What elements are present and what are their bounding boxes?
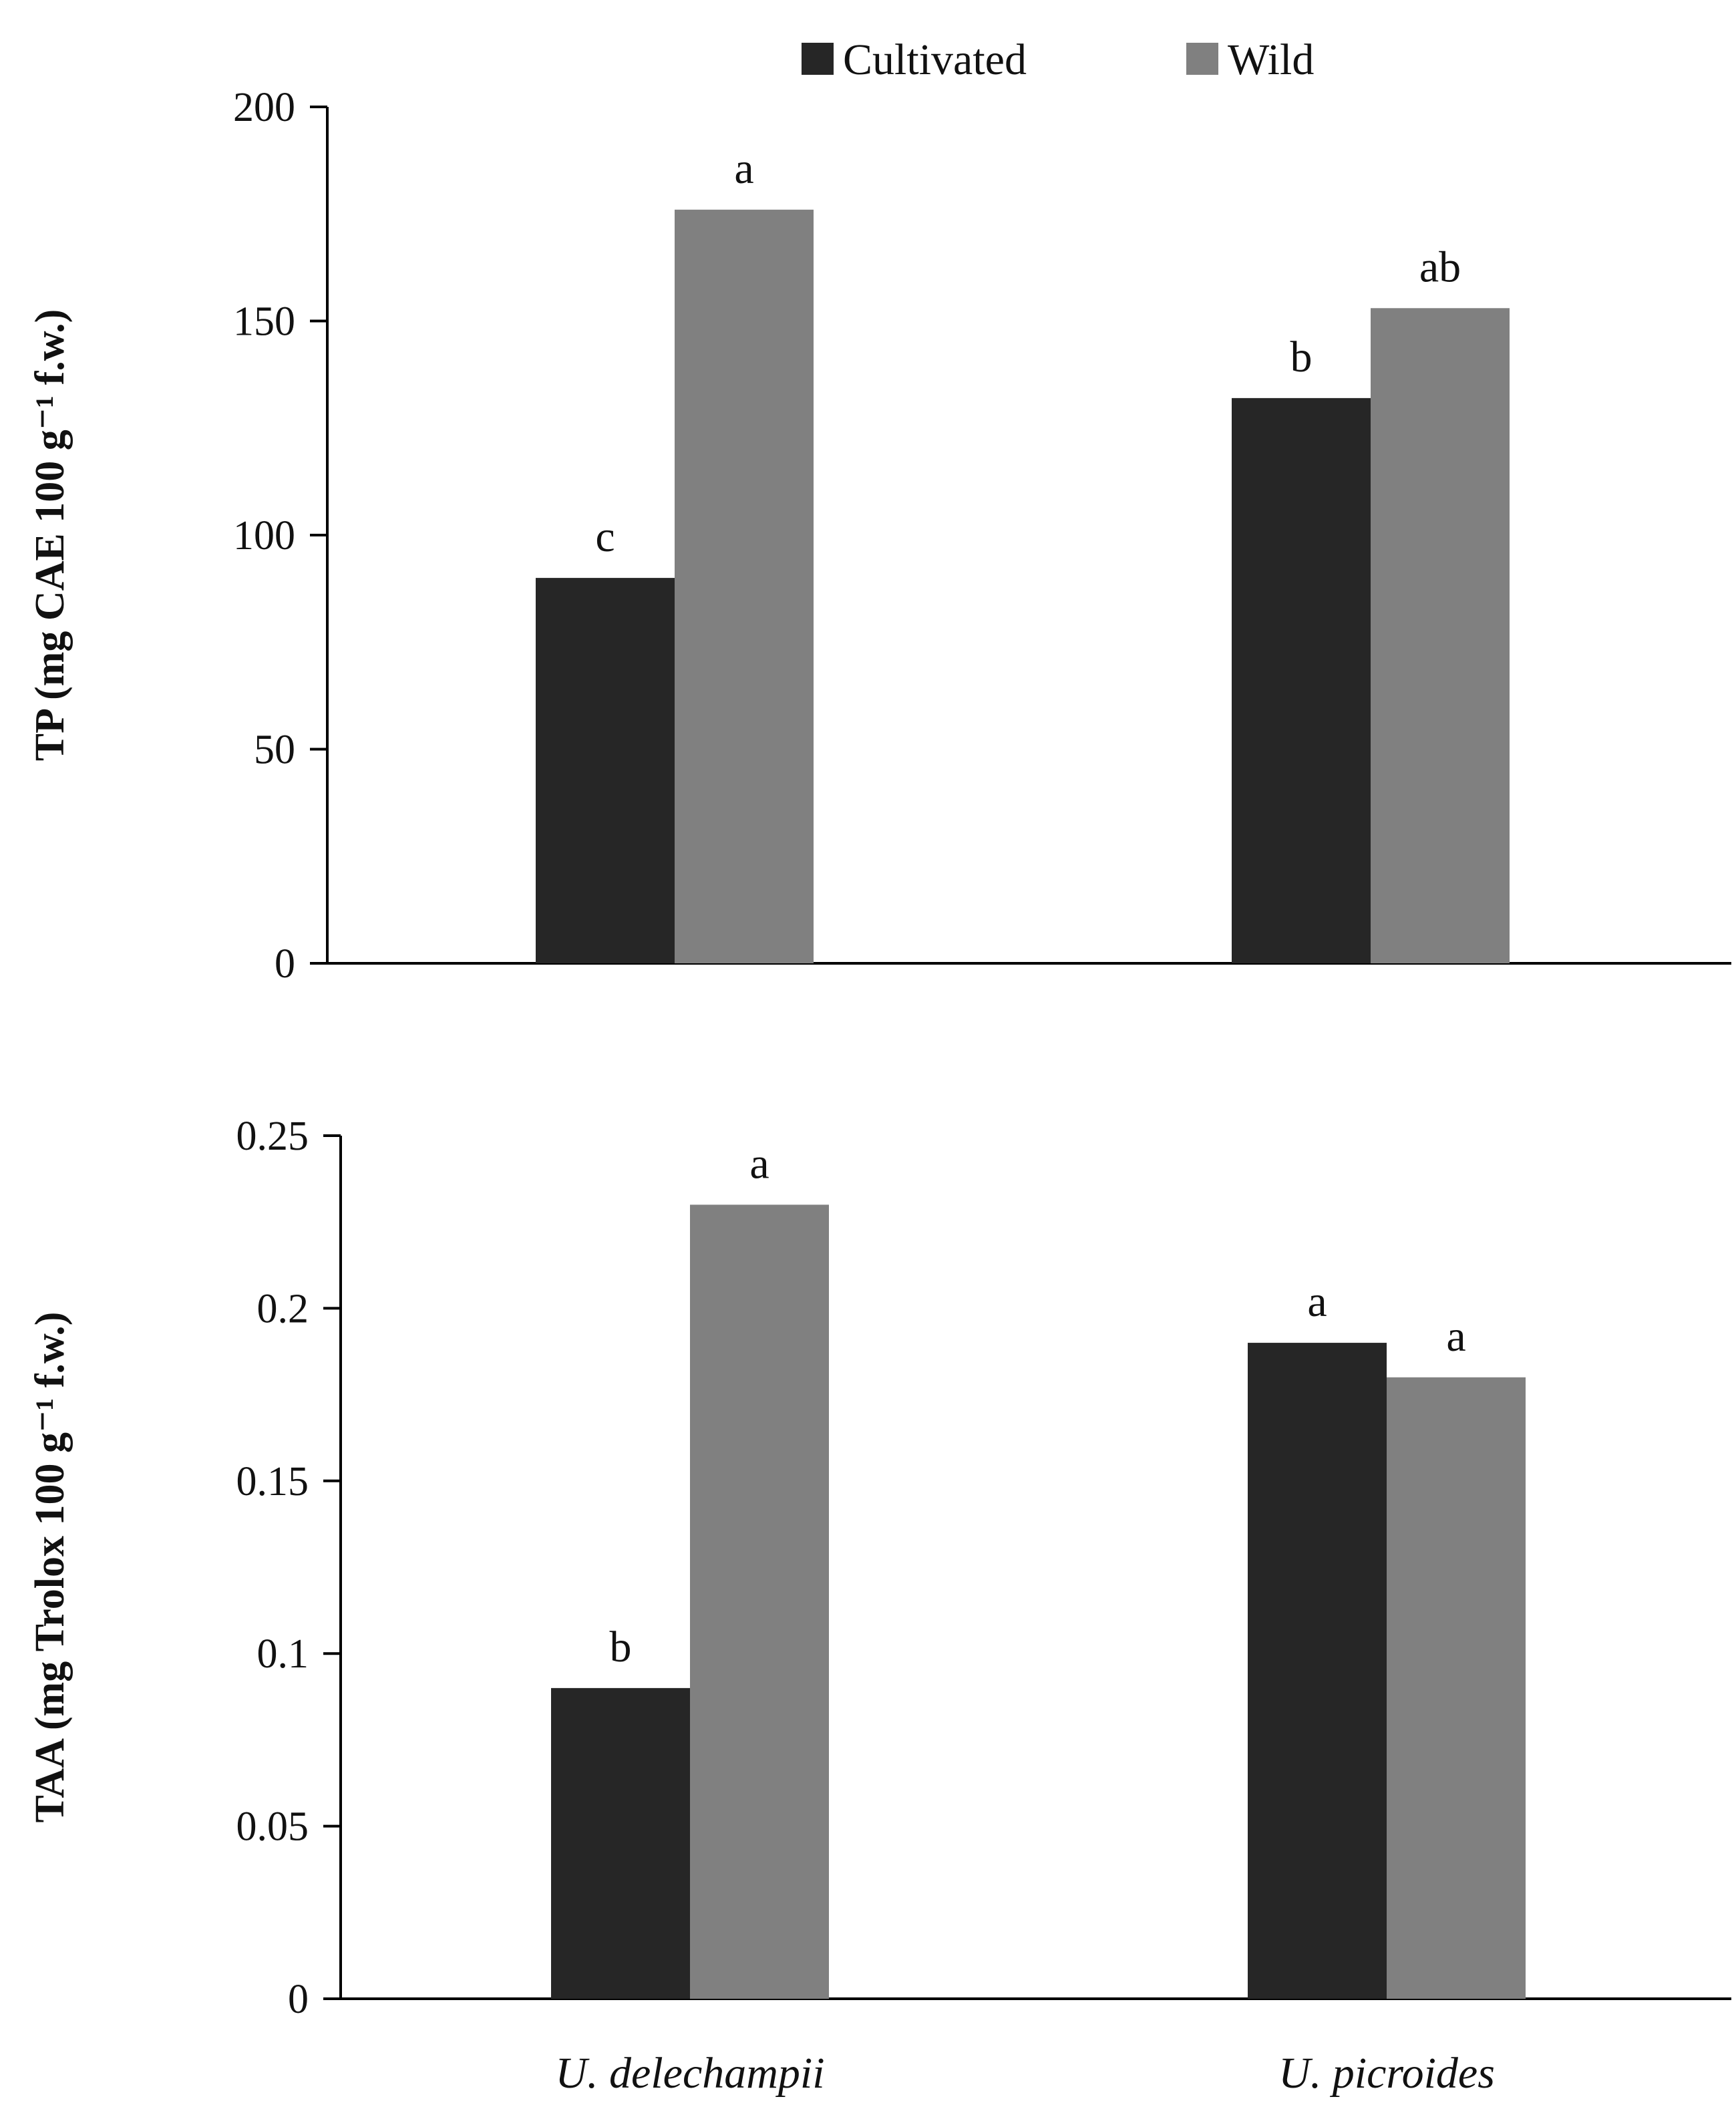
bar-wild-1 (1387, 1377, 1526, 1999)
bar-wild-0 (690, 1204, 829, 1999)
chart-tp: 0 50 100 150 200 TP (mg CAE 100 g⁻¹ f.w.) c b a a… (27, 85, 1731, 987)
bar-cultivated-1 (1232, 397, 1371, 963)
bar-significance-label: c (595, 512, 615, 561)
bar-cultivated-1 (1248, 1343, 1387, 1999)
y-tick-label: 200 (233, 85, 295, 130)
bar-significance-label: a (1446, 1312, 1465, 1361)
legend-swatch-wild (1186, 43, 1218, 75)
bar-significance-label: b (1290, 333, 1313, 381)
legend-label-cultivated: Cultivated (843, 35, 1027, 84)
y-tick-label: 0 (275, 941, 295, 987)
y-tick-label: 0.05 (236, 1804, 309, 1850)
x-category-label: U. picroides (1278, 2049, 1495, 2098)
y-tick-label: 150 (233, 299, 295, 345)
legend: Cultivated Wild (802, 35, 1314, 84)
y-tick-label: 0.15 (236, 1459, 309, 1504)
y-tick-label: 0.2 (257, 1286, 309, 1331)
y-tick-label: 0.1 (257, 1631, 309, 1677)
bar-wild-1 (1371, 308, 1510, 963)
legend-swatch-cultivated (802, 43, 834, 75)
bar-significance-label: a (749, 1139, 769, 1188)
y-axis-title: TP (mg CAE 100 g⁻¹ f.w.) (27, 309, 73, 761)
bar-significance-label: a (1307, 1277, 1327, 1326)
bar-significance-label: ab (1419, 242, 1461, 291)
y-tick-label: 50 (254, 727, 295, 773)
y-tick-label: 100 (233, 513, 295, 558)
bar-wild-0 (675, 209, 814, 964)
y-tick-label: 0 (288, 1977, 309, 2022)
x-category-label: U. delechampii (555, 2049, 824, 2098)
bar-significance-label: a (734, 144, 753, 193)
y-axis-title: TAA (mg Trolox 100 g⁻¹ f.w.) (27, 1312, 73, 1823)
bar-cultivated-0 (536, 578, 675, 963)
x-category-labels: U. delechampii U. picroides (555, 2049, 1495, 2098)
chart-taa: 0 0.05 0.1 0.15 0.2 0.25 TAA (mg Trolox 100 g⁻… (27, 1114, 1731, 2022)
legend-label-wild: Wild (1228, 35, 1314, 84)
bar-cultivated-0 (551, 1687, 690, 1999)
y-tick-label: 0.25 (236, 1114, 309, 1159)
bar-significance-label: b (610, 1623, 632, 1671)
